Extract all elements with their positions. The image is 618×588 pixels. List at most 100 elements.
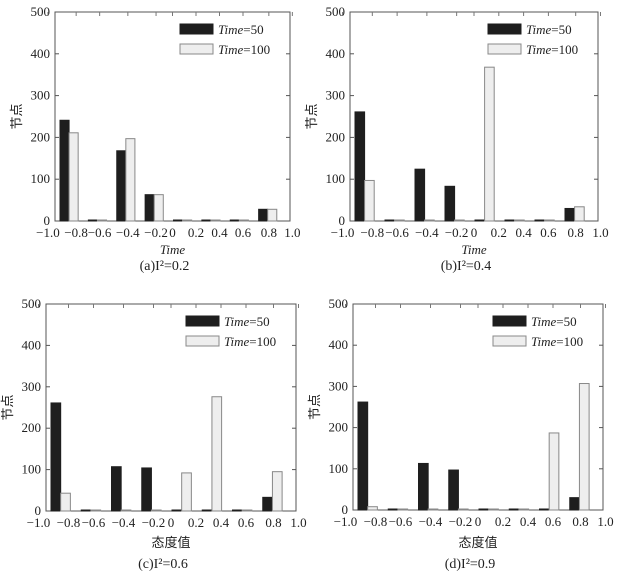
x-tick-label: −0.6: [82, 515, 106, 530]
y-tick-label: 300: [329, 378, 349, 393]
bar-time100: [367, 506, 378, 511]
y-tick-label: 100: [22, 462, 42, 477]
bar-time50: [232, 509, 243, 512]
y-axis-label: 节点: [0, 394, 15, 420]
legend-swatch: [492, 315, 527, 327]
legend-label-var: Time: [526, 22, 552, 37]
x-tick-label: −0.6: [88, 225, 112, 240]
bar-time100: [210, 219, 221, 222]
bar-time50: [448, 469, 459, 511]
bar-time50: [201, 509, 213, 512]
panel-caption: (c)I²=0.6: [138, 557, 188, 572]
legend-label: Time=50: [526, 22, 572, 37]
bar-time100: [574, 206, 585, 222]
legend-label: Time=100: [218, 42, 270, 57]
bar-time50: [508, 508, 520, 511]
y-tick-label: 400: [22, 337, 42, 352]
y-tick-label: 0: [44, 213, 51, 228]
x-tick-label: −0.2: [445, 225, 469, 240]
legend-label-var: Time: [531, 314, 557, 329]
panel-caption: (a)I²=0.2: [140, 259, 190, 274]
bar-time100: [427, 508, 439, 511]
x-tick-label: 0: [169, 225, 176, 240]
legend-label-var: Time: [218, 22, 244, 37]
x-tick-label: 0.4: [515, 225, 532, 240]
bar-time100: [153, 194, 164, 222]
bar-time100: [120, 509, 132, 512]
legend-swatch: [185, 315, 220, 327]
bar-time50: [144, 194, 155, 222]
y-tick-label: 300: [31, 88, 51, 103]
plot-frame: [45, 303, 297, 512]
plot-frame: [54, 11, 291, 222]
bar-time100: [488, 508, 499, 511]
x-tick-label: −0.8: [57, 515, 81, 530]
x-tick-label: 0: [168, 515, 175, 530]
legend-swatch: [185, 335, 220, 347]
bar-time100: [457, 508, 469, 511]
bar-time100: [424, 219, 435, 222]
legend-swatch: [487, 23, 522, 35]
bar-time50: [171, 509, 183, 512]
x-tick-label: 1.0: [597, 514, 613, 529]
x-tick-label: 0.4: [213, 515, 230, 530]
y-tick-label: 300: [22, 379, 42, 394]
x-tick-label: 0.6: [238, 515, 255, 530]
x-tick-label: −0.8: [64, 225, 88, 240]
legend-label: Time=100: [526, 42, 578, 57]
legend-label-var: Time: [531, 334, 557, 349]
y-axis-label: 节点: [9, 103, 24, 129]
bar-time100: [60, 492, 71, 512]
bar-time100: [397, 508, 409, 511]
x-tick-label: 0.6: [540, 225, 557, 240]
bar-time100: [364, 179, 375, 222]
legend-label: Time=100: [224, 334, 276, 349]
bar-time50: [414, 168, 426, 222]
legend-label: Time=50: [531, 314, 577, 329]
bar-time100: [267, 208, 278, 222]
x-axis-label: 态度值: [151, 535, 190, 550]
x-axis-label: 态度值: [458, 535, 497, 550]
x-tick-label: 0.8: [572, 514, 588, 529]
bar-time100: [271, 471, 283, 512]
legend-label-var: Time: [526, 42, 552, 57]
y-tick-label: 400: [329, 337, 349, 352]
bar-time50: [504, 219, 516, 222]
x-tick-label: 1.0: [290, 515, 306, 530]
bar-time50: [111, 466, 122, 512]
legend-label: Time=100: [531, 334, 583, 349]
bar-time100: [514, 219, 525, 222]
bar-time100: [211, 396, 223, 512]
y-tick-label: 100: [31, 171, 51, 186]
legend-label: Time=50: [218, 22, 264, 37]
bar-time100: [125, 138, 136, 222]
x-tick-label: 0.8: [265, 515, 281, 530]
bar-time100: [241, 509, 253, 512]
y-tick-label: 300: [326, 88, 346, 103]
bar-time50: [141, 467, 152, 512]
x-tick-label: −1.0: [331, 225, 355, 240]
x-tick-label: −0.4: [112, 515, 136, 530]
y-tick-label: 500: [326, 4, 346, 19]
plot-frame: [352, 303, 604, 511]
bar-time50: [418, 462, 429, 511]
x-tick-label: −0.4: [419, 514, 443, 529]
y-tick-label: 200: [22, 420, 42, 435]
legend-swatch: [179, 43, 214, 55]
x-tick-label: −0.8: [364, 514, 388, 529]
y-tick-label: 0: [339, 213, 346, 228]
y-tick-label: 100: [326, 171, 346, 186]
x-tick-label: −1.0: [334, 514, 358, 529]
x-tick-label: 0.6: [545, 514, 562, 529]
bar-time50: [87, 219, 98, 222]
x-tick-label: −0.2: [144, 225, 168, 240]
bar-time100: [96, 219, 108, 222]
bar-time50: [387, 508, 399, 511]
x-tick-label: 0.4: [211, 225, 228, 240]
legend-label-value: =100: [243, 42, 270, 57]
bar-time50: [474, 219, 486, 222]
x-tick-label: 0.2: [188, 225, 204, 240]
